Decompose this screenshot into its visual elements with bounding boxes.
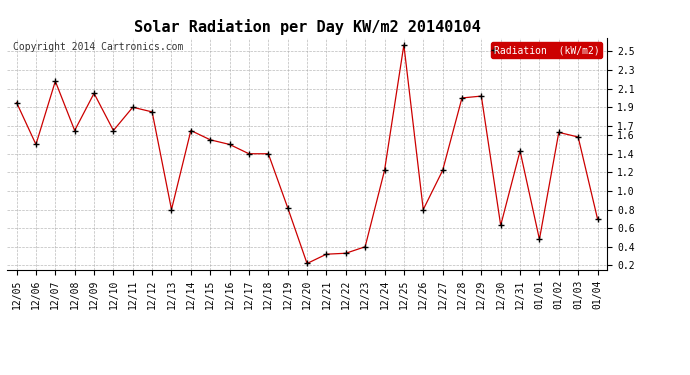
Radiation  (kW/m2) — [516, 149, 524, 153]
Radiation  (kW/m2) — [380, 168, 388, 173]
Radiation  (kW/m2) — [264, 152, 273, 156]
Radiation  (kW/m2) — [477, 94, 486, 98]
Title: Solar Radiation per Day KW/m2 20140104: Solar Radiation per Day KW/m2 20140104 — [134, 19, 480, 35]
Radiation  (kW/m2) — [497, 223, 505, 228]
Radiation  (kW/m2) — [51, 79, 59, 84]
Radiation  (kW/m2) — [574, 135, 582, 139]
Radiation  (kW/m2) — [109, 128, 117, 133]
Radiation  (kW/m2) — [535, 237, 544, 242]
Radiation  (kW/m2) — [555, 130, 563, 135]
Radiation  (kW/m2) — [32, 142, 40, 147]
Radiation  (kW/m2) — [400, 43, 408, 47]
Radiation  (kW/m2) — [245, 152, 253, 156]
Radiation  (kW/m2) — [226, 142, 234, 147]
Radiation  (kW/m2) — [342, 251, 350, 255]
Line: Radiation  (kW/m2): Radiation (kW/m2) — [14, 42, 600, 266]
Radiation  (kW/m2) — [593, 217, 602, 221]
Radiation  (kW/m2) — [70, 128, 79, 133]
Radiation  (kW/m2) — [303, 261, 311, 266]
Radiation  (kW/m2) — [168, 207, 176, 212]
Radiation  (kW/m2) — [206, 138, 215, 142]
Radiation  (kW/m2) — [187, 128, 195, 133]
Radiation  (kW/m2) — [12, 100, 21, 105]
Radiation  (kW/m2) — [458, 96, 466, 100]
Radiation  (kW/m2) — [128, 105, 137, 110]
Radiation  (kW/m2) — [419, 207, 427, 212]
Radiation  (kW/m2) — [284, 206, 292, 210]
Radiation  (kW/m2) — [322, 252, 331, 257]
Radiation  (kW/m2) — [361, 244, 369, 249]
Radiation  (kW/m2) — [90, 91, 98, 96]
Text: Copyright 2014 Cartronics.com: Copyright 2014 Cartronics.com — [13, 42, 184, 52]
Radiation  (kW/m2) — [148, 110, 156, 114]
Radiation  (kW/m2) — [438, 168, 446, 173]
Legend: Radiation  (kW/m2): Radiation (kW/m2) — [491, 42, 602, 58]
